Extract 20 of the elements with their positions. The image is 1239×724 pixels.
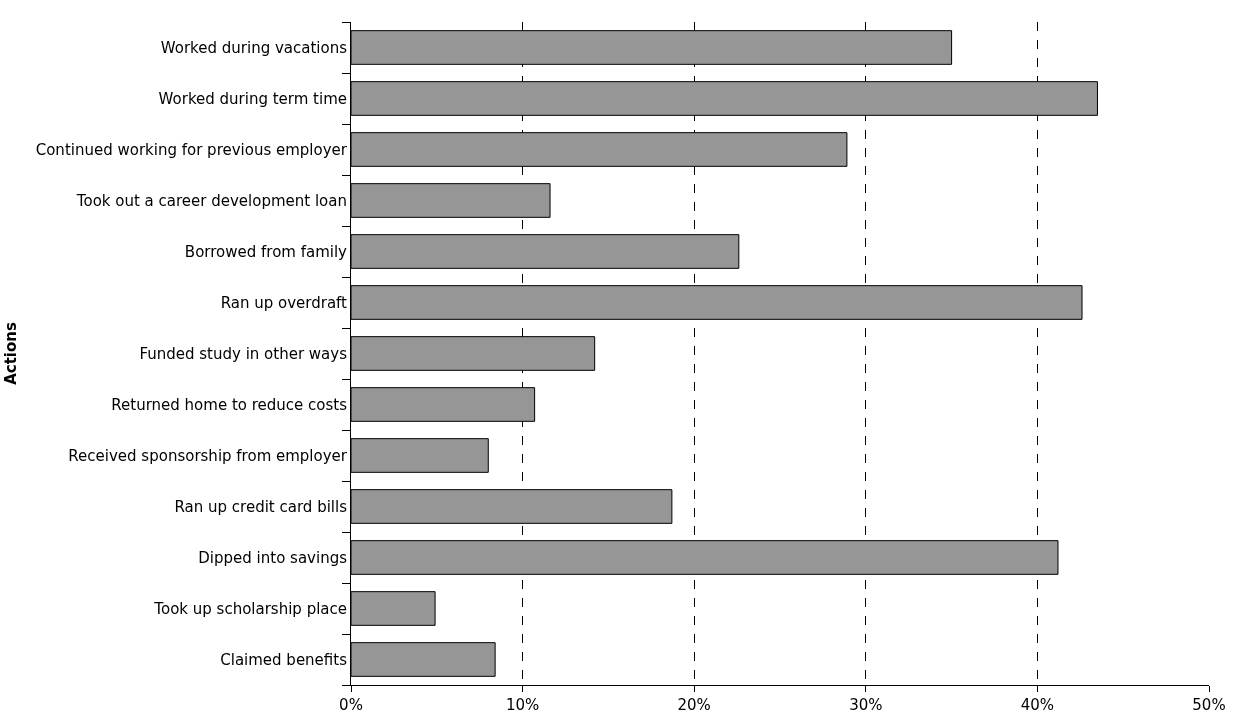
y-tick-label: Ran up credit card bills xyxy=(174,497,348,516)
y-tick-label: Funded study in other ways xyxy=(139,344,348,363)
y-tick-label: Took up scholarship place xyxy=(153,599,347,618)
y-tick-label: Continued working for previous employer xyxy=(35,140,348,159)
y-tick-label: Dipped into savings xyxy=(198,548,348,567)
y-axis-title: Actions xyxy=(1,322,20,385)
x-tick-label: 40% xyxy=(1020,696,1055,714)
x-tick-label: 50% xyxy=(1192,696,1226,714)
y-tick-label: Claimed benefits xyxy=(220,650,348,669)
y-tick-label: Received sponsorship from employer xyxy=(68,446,348,465)
y-tick-label: Borrowed from family xyxy=(184,242,348,261)
y-tick-label: Returned home to reduce costs xyxy=(111,395,348,414)
x-tick-label: 20% xyxy=(677,696,711,714)
x-tick-label: 30% xyxy=(849,696,883,714)
y-tick-label: Worked during vacations xyxy=(160,38,348,57)
y-tick-label: Ran up overdraft xyxy=(220,293,348,312)
y-tick-label: Worked during term time xyxy=(158,89,347,108)
x-tick-label: 10% xyxy=(505,696,540,714)
x-tick-label: 0% xyxy=(339,696,363,714)
y-tick-label: Took out a career development loan xyxy=(75,191,347,210)
